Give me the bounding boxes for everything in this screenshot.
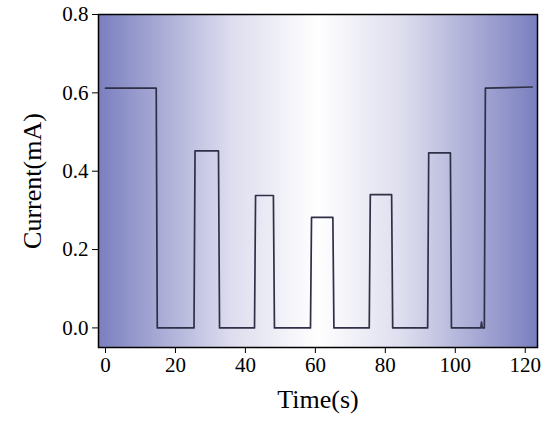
svg-text:0: 0 [100, 353, 111, 377]
svg-text:Time(s): Time(s) [277, 385, 358, 414]
svg-text:60: 60 [305, 353, 326, 377]
svg-text:0.6: 0.6 [62, 81, 88, 105]
svg-text:0.0: 0.0 [62, 316, 88, 340]
svg-text:0.8: 0.8 [62, 2, 88, 26]
svg-text:20: 20 [165, 353, 186, 377]
svg-text:0.4: 0.4 [62, 159, 89, 183]
svg-text:40: 40 [235, 353, 256, 377]
svg-text:80: 80 [375, 353, 396, 377]
svg-text:100: 100 [440, 353, 472, 377]
svg-text:0.2: 0.2 [62, 237, 88, 261]
svg-text:Current(mA): Current(mA) [18, 113, 47, 249]
svg-text:120: 120 [510, 353, 542, 377]
